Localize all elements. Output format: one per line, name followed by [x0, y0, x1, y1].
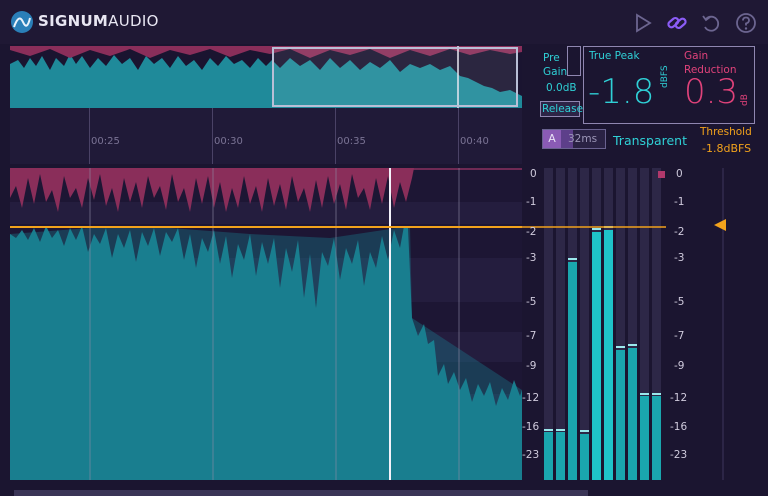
undo-icon[interactable]	[700, 12, 722, 34]
main-waveform[interactable]	[10, 168, 522, 480]
release-label: Release	[542, 103, 584, 115]
horizontal-scrollbar[interactable]	[14, 490, 588, 496]
gain-reduction-value: 0.3	[684, 72, 739, 112]
scale-label: -7	[526, 330, 537, 342]
release-box[interactable]	[540, 101, 580, 117]
brand-name: SIGNUMAUDIO	[38, 12, 159, 30]
help-icon[interactable]	[735, 12, 757, 34]
scale-label: -9	[526, 360, 537, 372]
character-mode[interactable]: Transparent	[613, 133, 688, 148]
pre-gain-label: Gain	[543, 66, 568, 78]
threshold-handle[interactable]	[714, 219, 726, 231]
scale-label: 0	[530, 168, 537, 180]
tick-label: 00:25	[91, 136, 120, 147]
true-peak-unit: dBFS	[660, 65, 670, 88]
pre-gain-label: Pre	[543, 52, 560, 64]
scale-label-right: -23	[670, 449, 688, 461]
gain-reduction-label: Reduction	[684, 64, 737, 76]
scale-label-right: -12	[670, 392, 688, 404]
threshold-track[interactable]	[722, 168, 724, 480]
tick-label: 00:35	[337, 136, 366, 147]
release-fill	[561, 130, 573, 148]
scale-label: -12	[522, 392, 540, 404]
pre-gain-slider[interactable]	[567, 46, 581, 76]
scale-label-right: -3	[674, 252, 685, 264]
time-ruler: 00:25 00:30 00:35 00:40	[10, 108, 522, 164]
true-peak-label: True Peak	[589, 50, 640, 62]
scale-label-right: -7	[674, 330, 685, 342]
level-meter: 0 -1 -2 -3 -5 -7 -9 -12 -16 -23 0 -1 -2 …	[522, 168, 768, 480]
play-icon[interactable]	[632, 12, 654, 34]
scale-label: -1	[526, 196, 537, 208]
gain-reduction-unit: dB	[740, 94, 750, 106]
link-icon[interactable]	[666, 12, 688, 34]
scale-label: -23	[522, 449, 540, 461]
pre-gain-value[interactable]: 0.0dB	[546, 82, 577, 94]
auto-release-button[interactable]: A	[543, 130, 561, 148]
scale-label-right: -5	[674, 296, 685, 308]
scale-label-right: -16	[670, 421, 688, 433]
scale-label-right: -2	[674, 226, 685, 238]
scale-label: -5	[526, 296, 537, 308]
scale-label: -3	[526, 252, 537, 264]
top-bar	[0, 0, 768, 44]
threshold-label: Threshold	[700, 126, 752, 138]
tick-label: 00:40	[460, 136, 489, 147]
threshold-value[interactable]: -1.8dBFS	[702, 142, 752, 155]
signum-logo-icon	[10, 10, 34, 34]
overview-waveform[interactable]	[10, 46, 522, 108]
true-peak-box	[583, 46, 755, 124]
scale-label: -2	[526, 226, 537, 238]
gain-reduction-label: Gain	[684, 50, 709, 62]
scale-label-right: -1	[674, 196, 685, 208]
scale-label: -16	[522, 421, 540, 433]
scale-label-right: 0	[676, 168, 683, 180]
true-peak-value: -1.8	[588, 72, 655, 112]
overview-selection[interactable]	[272, 47, 518, 107]
scale-label-right: -9	[674, 360, 685, 372]
tick-label: 00:30	[214, 136, 243, 147]
release-value[interactable]: 32ms	[568, 133, 598, 145]
